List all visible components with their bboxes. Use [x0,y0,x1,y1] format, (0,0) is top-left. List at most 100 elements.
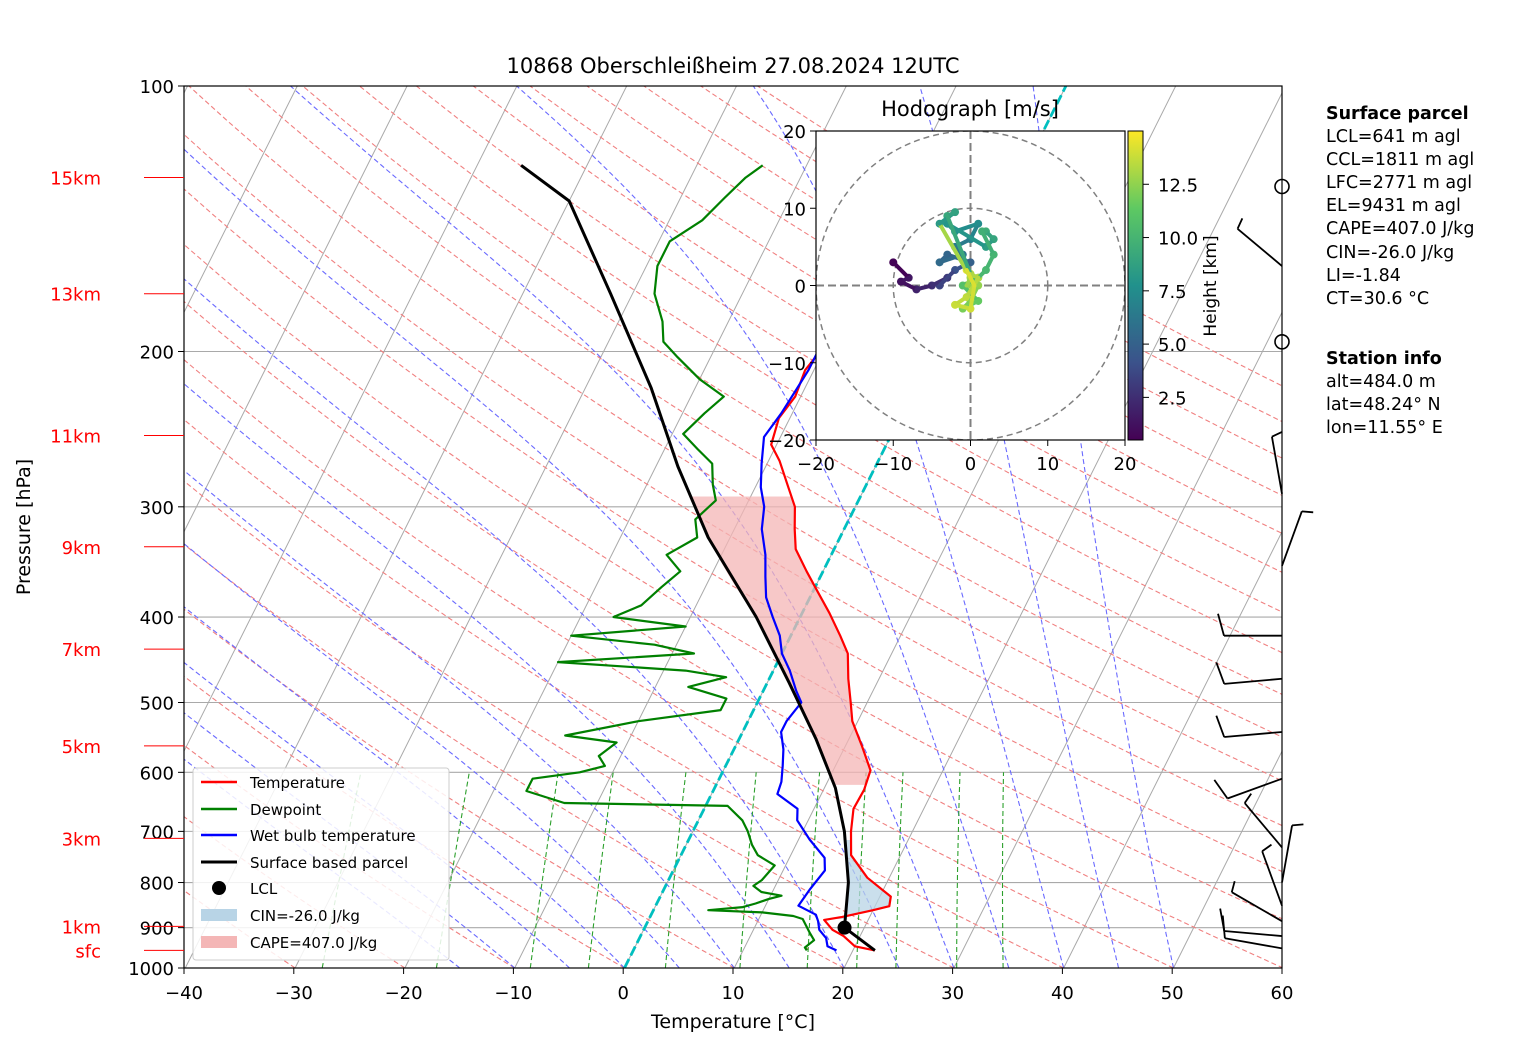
x-tick-label: 0 [617,983,628,1004]
legend-label-cin: CIN=-26.0 J/kg [250,907,360,925]
moist-adiabat-line [752,86,1065,968]
mixing-ratio-line [739,772,757,968]
mixing-ratio-line [664,772,687,968]
dry-adiabat-line [184,418,1064,968]
wind-barb-half-flag [1230,880,1236,893]
x-tick-label: −20 [385,983,423,1004]
hodograph-segment [891,260,911,280]
mixing-ratio-line [529,772,559,968]
wind-barb-shaft [1231,891,1283,922]
height-label: 11km [50,426,101,447]
wind-barb [1271,431,1283,494]
wind-barb-flag [1217,613,1225,636]
isotherm-line [1173,750,1282,968]
legend-swatch-lcl [212,881,226,895]
legend-swatch-cape [201,936,237,948]
x-tick-label: −30 [275,983,313,1004]
wind-barb-calm [1274,178,1290,195]
wind-barbs [1213,178,1314,950]
dry-adiabat-line [184,188,1282,873]
y-tick-label: 1000 [128,959,174,980]
wind-barb-half-flag [1301,510,1314,514]
dry-adiabat-line [184,359,1174,968]
hodograph-segment [937,268,958,288]
wind-barb [1281,510,1314,567]
x-tick-label: 40 [1051,983,1074,1004]
x-tick-label: 30 [941,983,964,1004]
wind-barb-flag [1213,779,1229,800]
station-latitude: lat=48.24° N [1326,395,1441,416]
wind-barb-half-flag [1243,793,1252,804]
legend-label-cape: CAPE=407.0 J/kg [250,934,377,952]
height-label: 9km [62,538,101,559]
x-tick-label: 50 [1161,983,1184,1004]
hodograph-y-tick-label: 0 [795,277,806,298]
wind-barb [1217,613,1282,637]
moist-adiabat-line [184,278,845,968]
mixing-ratio-line [956,772,961,968]
y-tick-label: 700 [140,822,174,843]
dry-adiabat-line [184,543,845,968]
colorbar-ticks: 2.5 5.0 7.5 10.0 12.5 [1143,175,1198,409]
surface-parcel-cin: CIN=-26.0 J/kg [1326,242,1455,263]
moist-adiabat-line [290,86,955,968]
y-tick-label: 200 [140,343,174,364]
hodograph-y-tick-label: 10 [783,199,806,220]
legend-swatch-cin [201,909,237,921]
legend-label-lcl: LCL [250,880,278,898]
hodograph-y-tick-label: −20 [768,431,806,452]
mixing-ratio-line [1001,772,1005,968]
y-tick-label: 500 [140,693,174,714]
mixing-ratio-line [806,772,821,968]
colorbar-tick-label: 10.0 [1158,229,1198,250]
hodograph-segment [983,252,996,273]
hodograph-segment [968,283,977,311]
colorbar-tick-label: 5.0 [1158,335,1187,356]
height-label: 7km [62,640,101,661]
wind-barb-shaft [1224,677,1283,685]
surface-parcel-info: Surface parcel LCL=641 m agl CCL=1811 m … [1326,103,1474,311]
y-tick-label: 400 [140,608,174,629]
dry-adiabat-line [302,86,1282,695]
wind-barb-shaft [1281,511,1303,567]
legend: Temperature Dewpoint Wet bulb temperatur… [192,767,450,961]
wind-barb [1213,777,1283,800]
legend-label-wetbulb: Wet bulb temperature [250,827,416,845]
y-axis-label: Pressure [hPa] [13,459,35,595]
legend-label-parcel: Surface based parcel [250,854,408,872]
isotherm-line [843,91,1282,968]
hodograph-x-tick-label: 20 [1114,454,1137,475]
hodograph-trace [889,208,998,313]
dry-adiabat-line [184,480,955,968]
wind-barb-shaft [1236,228,1283,267]
y-tick-label: 100 [140,77,174,98]
surface-parcel-lcl: LCL=641 m agl [1326,127,1461,148]
height-labels: sfc 1km 3km 5km 7km 9km 11km 13km 15km [50,169,184,962]
dry-adiabat-line [245,86,1282,738]
wind-barb-half-flag [1291,823,1304,827]
hodograph-x-tick-label: −10 [874,454,912,475]
x-tick-label: 60 [1271,983,1294,1004]
x-axis-label: Temperature [°C] [650,1011,815,1033]
legend-label-temperature: Temperature [249,774,345,792]
wind-barb [1215,715,1283,738]
y-tick-label: 800 [140,874,174,895]
parcel-line [520,164,876,952]
skewt-axes: −40 −30 −20 −10 0 10 20 30 40 50 60100090080070060… [128,77,1293,1004]
wind-barb-shaft [1281,825,1293,883]
height-label: sfc [75,941,101,962]
isotherm-line [184,86,518,753]
station-altitude: alt=484.0 m [1326,372,1436,393]
height-label: 3km [62,829,101,850]
wind-barb-flag [1219,908,1226,932]
hodograph-rings [816,131,1125,440]
colorbar-label: Height [km] [1201,235,1221,336]
wind-barb-shaft [1261,850,1283,907]
legend-label-dewpoint: Dewpoint [250,801,321,819]
wind-barb-flag [1215,662,1226,685]
wind-barb-shaft [1224,937,1283,950]
y-tick-label: 300 [140,498,174,519]
moist-adiabat-line [919,86,1120,968]
hodograph-axes: −20 −10 0 10 20 −20 −10 0 10 20 [768,122,1136,475]
isotherm-line [184,86,408,533]
